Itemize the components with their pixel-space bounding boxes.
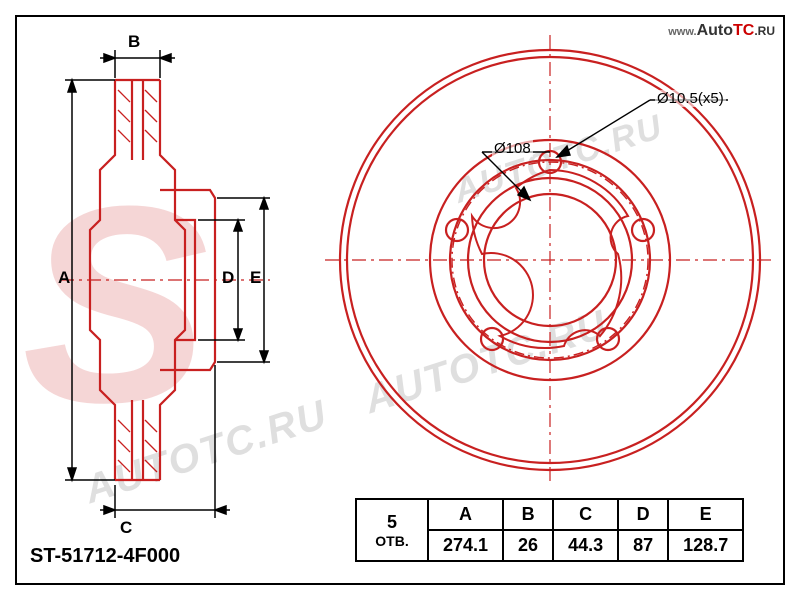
col-a: A <box>428 499 503 530</box>
dim-d: D <box>222 268 234 288</box>
holes-value: 5 <box>387 512 397 532</box>
dim-c: C <box>120 518 132 538</box>
dim-b: B <box>128 32 140 52</box>
val-e: 128.7 <box>668 530 743 561</box>
part-number: ST-51712-4F000 <box>30 545 180 568</box>
dim-e: E <box>250 268 261 288</box>
col-d: D <box>618 499 668 530</box>
col-c: C <box>553 499 618 530</box>
dim-a: A <box>58 268 70 288</box>
val-c: 44.3 <box>553 530 618 561</box>
col-e: E <box>668 499 743 530</box>
callout-hub: Ø108 <box>492 140 533 157</box>
holes-cell: 5 ОТВ. <box>356 499 428 561</box>
callout-bolt: Ø10.5(x5) <box>655 90 726 107</box>
val-d: 87 <box>618 530 668 561</box>
val-b: 26 <box>503 530 553 561</box>
val-a: 274.1 <box>428 530 503 561</box>
holes-label: ОТВ. <box>371 533 413 549</box>
col-b: B <box>503 499 553 530</box>
dimension-table: 5 ОТВ. A B C D E 274.1 26 44.3 87 128.7 <box>355 498 744 562</box>
